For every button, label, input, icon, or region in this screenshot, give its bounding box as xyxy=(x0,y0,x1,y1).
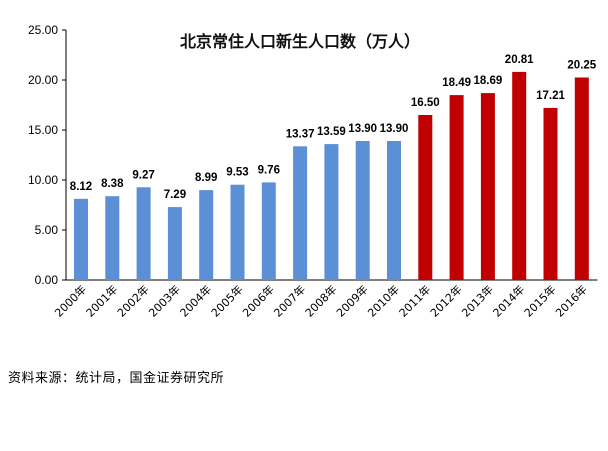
x-tick-label: 2003年 xyxy=(146,282,183,319)
data-label: 9.27 xyxy=(132,169,154,181)
x-axis: 2000年2001年2002年2003年2004年2005年2006年2007年… xyxy=(52,279,598,320)
x-tick-label: 2011年 xyxy=(396,282,433,319)
bar xyxy=(480,93,495,280)
bar xyxy=(355,141,370,280)
data-label: 8.12 xyxy=(70,181,92,193)
x-tick-label: 2004年 xyxy=(177,282,214,319)
bar xyxy=(167,207,182,280)
bar xyxy=(324,144,339,280)
y-tick-label: 0.00 xyxy=(35,273,59,287)
bar xyxy=(512,71,527,281)
bar xyxy=(543,107,558,281)
data-label: 16.50 xyxy=(411,97,440,109)
data-label: 9.76 xyxy=(258,164,280,176)
data-label: 8.99 xyxy=(195,172,217,184)
data-label: 13.37 xyxy=(286,128,315,140)
x-tick-label: 2001年 xyxy=(83,282,120,319)
y-tick-label: 10.00 xyxy=(28,173,58,187)
bar xyxy=(136,187,151,280)
data-label: 7.29 xyxy=(164,189,186,201)
y-tick-label: 25.00 xyxy=(28,23,58,37)
data-label: 20.81 xyxy=(505,54,534,66)
data-label: 13.90 xyxy=(348,123,377,135)
bar xyxy=(74,198,88,280)
bar xyxy=(105,196,120,280)
x-tick-label: 2007年 xyxy=(271,282,308,319)
bar xyxy=(293,146,308,280)
y-tick-label: 15.00 xyxy=(28,123,58,137)
bar xyxy=(261,182,276,280)
bar xyxy=(199,190,214,280)
x-tick-label: 2016年 xyxy=(552,282,589,319)
y-tick-label: 20.00 xyxy=(28,73,58,87)
bar xyxy=(230,184,245,280)
x-tick-label: 2009年 xyxy=(333,282,370,319)
bars xyxy=(74,71,589,281)
x-tick-label: 2002年 xyxy=(114,282,151,319)
x-tick-label: 2000年 xyxy=(52,282,89,319)
data-label: 8.38 xyxy=(101,178,124,190)
x-tick-label: 2015年 xyxy=(521,282,558,319)
x-tick-label: 2010年 xyxy=(365,282,402,319)
bar xyxy=(449,95,464,280)
bar-chart: 北京常住人口新生人口数（万人） 0.00 5.00 10.00 15.00 20.00 2… xyxy=(28,23,598,320)
y-axis: 0.00 5.00 10.00 15.00 20.00 25.00 xyxy=(28,23,67,287)
source-note: 资料来源：统计局，国金证券研究所 xyxy=(8,371,225,386)
data-label: 18.69 xyxy=(474,75,503,87)
x-tick-label: 2008年 xyxy=(302,282,339,319)
x-tick-label: 2012年 xyxy=(427,282,464,319)
y-tick-label: 5.00 xyxy=(35,223,59,237)
bar xyxy=(387,141,401,280)
data-label: 13.90 xyxy=(380,123,409,135)
data-label: 20.25 xyxy=(567,60,596,72)
bar xyxy=(574,77,589,280)
x-tick-label: 2006年 xyxy=(239,282,276,319)
data-label: 18.49 xyxy=(442,77,471,89)
data-label: 13.59 xyxy=(317,126,346,138)
x-tick-label: 2013年 xyxy=(459,282,496,319)
x-tick-label: 2014年 xyxy=(490,282,527,319)
data-label: 17.21 xyxy=(536,90,565,102)
chart-title: 北京常住人口新生人口数（万人） xyxy=(180,32,420,51)
bar xyxy=(418,115,433,280)
data-label: 9.53 xyxy=(226,167,248,179)
x-tick-label: 2005年 xyxy=(208,282,245,319)
